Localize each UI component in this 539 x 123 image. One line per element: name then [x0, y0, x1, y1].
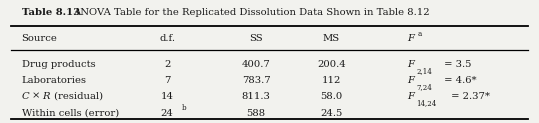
Text: 588: 588	[246, 109, 266, 118]
Text: 14: 14	[161, 92, 174, 101]
Text: F: F	[407, 76, 414, 85]
Text: Table 8.13: Table 8.13	[22, 8, 80, 17]
Text: 811.3: 811.3	[241, 92, 271, 101]
Text: 14,24: 14,24	[417, 99, 437, 107]
Text: = 2.37*: = 2.37*	[447, 92, 489, 101]
Text: ANOVA Table for the Replicated Dissolution Data Shown in Table 8.12: ANOVA Table for the Replicated Dissoluti…	[73, 8, 430, 17]
Text: 200.4: 200.4	[317, 60, 346, 69]
Text: 400.7: 400.7	[241, 60, 271, 69]
Text: 7: 7	[164, 76, 170, 85]
Text: C: C	[22, 92, 29, 101]
Text: 7,24: 7,24	[417, 83, 432, 91]
Text: Within cells (error): Within cells (error)	[22, 109, 119, 118]
Text: 24.5: 24.5	[320, 109, 343, 118]
Text: 783.7: 783.7	[241, 76, 271, 85]
Text: b: b	[182, 104, 186, 112]
Text: (residual): (residual)	[51, 92, 103, 101]
Text: 2: 2	[164, 60, 170, 69]
Text: = 4.6*: = 4.6*	[441, 76, 477, 85]
Text: SS: SS	[249, 34, 263, 43]
Text: 2,14: 2,14	[417, 67, 432, 75]
Text: = 3.5: = 3.5	[441, 60, 472, 69]
Text: Source: Source	[22, 34, 58, 43]
Text: 112: 112	[322, 76, 341, 85]
Text: R: R	[42, 92, 50, 101]
Text: Laboratories: Laboratories	[22, 76, 87, 85]
Text: MS: MS	[323, 34, 340, 43]
Text: a: a	[417, 30, 421, 38]
Text: F: F	[407, 34, 414, 43]
Text: Drug products: Drug products	[22, 60, 95, 69]
Text: F: F	[407, 92, 414, 101]
Text: 58.0: 58.0	[320, 92, 343, 101]
Text: F: F	[407, 60, 414, 69]
Text: d.f.: d.f.	[159, 34, 175, 43]
Text: 24: 24	[161, 109, 174, 118]
Text: ×: ×	[32, 92, 40, 101]
